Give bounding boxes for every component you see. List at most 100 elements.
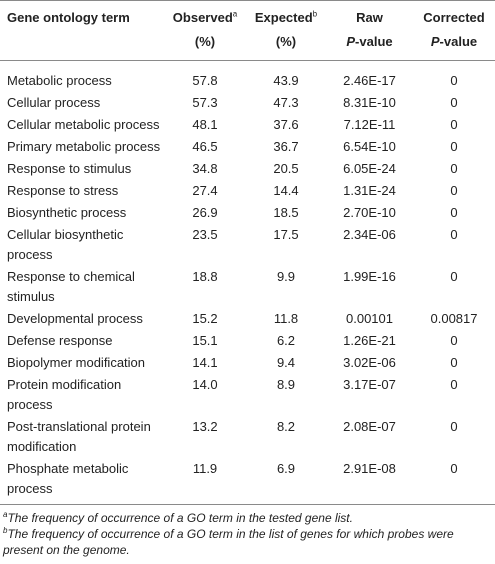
cell-term: Cellular biosynthetic process (7, 227, 124, 262)
cell-raw: 2.34E-06 (343, 227, 396, 242)
cell-term: Phosphate metabolic process (0, 459, 164, 505)
cell-corrected: 0 (450, 205, 458, 220)
table-row: Cellular metabolic process 48.1 37.6 7.12E-… (0, 115, 495, 137)
cell-corrected: 0 (450, 355, 458, 370)
cell-term: Defense response (7, 333, 113, 348)
cell-corrected: 0 (450, 269, 458, 284)
cell-term: Metabolic process (7, 73, 112, 88)
cell-observed: 48.1 (192, 117, 218, 132)
table-header: Gene ontology term Observeda (%) Expected… (0, 0, 495, 61)
cell-observed: 14.0 (192, 377, 218, 392)
go-term-table: Gene ontology term Observeda (%) Expected… (0, 0, 495, 505)
cell-raw: 3.02E-06 (343, 355, 396, 370)
table-row: Biosynthetic process 26.9 18.5 2.70E-10 0 (0, 203, 495, 225)
cell-expected: 37.6 (273, 117, 299, 132)
table-row: Metabolic process 57.8 43.9 2.46E-17 0 (0, 61, 495, 94)
cell-observed: 23.5 (192, 227, 218, 242)
cell-raw: 2.70E-10 (343, 205, 396, 220)
header-observed: Observeda (%) (164, 0, 246, 61)
cell-term: Biosynthetic process (7, 205, 127, 220)
cell-expected: 6.2 (276, 333, 296, 348)
cell-term: Response to stimulus (7, 161, 132, 176)
cell-observed: 18.8 (192, 269, 218, 284)
cell-observed: 34.8 (192, 161, 218, 176)
cell-expected: 8.9 (276, 377, 296, 392)
cell-raw: 6.54E-10 (343, 139, 396, 154)
cell-corrected: 0 (450, 227, 458, 242)
cell-corrected: 0 (450, 95, 458, 110)
cell-expected: 47.3 (273, 95, 299, 110)
cell-term: Post-translational protein modification (7, 419, 151, 454)
cell-raw: 2.91E-08 (326, 459, 413, 505)
cell-corrected: 0 (450, 419, 458, 434)
table-row: Protein modification process 14.0 8.9 3.17E… (0, 375, 495, 417)
cell-raw: 1.99E-16 (343, 269, 396, 284)
cell-raw: 2.46E-17 (343, 73, 396, 88)
cell-expected: 36.7 (273, 139, 299, 154)
table-row: Biopolymer modification 14.1 9.4 3.02E-06 0 (0, 353, 495, 375)
table-row: Cellular process 57.3 47.3 8.31E-10 0 (0, 93, 495, 115)
cell-expected: 14.4 (273, 183, 299, 198)
cell-expected: 8.2 (276, 419, 296, 434)
cell-observed: 15.2 (192, 311, 218, 326)
header-corrected-p-value: Corrected P-value (413, 0, 495, 61)
cell-observed: 27.4 (192, 183, 218, 198)
cell-term: Response to chemical stimulus (7, 269, 135, 304)
cell-corrected: 0 (450, 377, 458, 392)
cell-term: Biopolymer modification (7, 355, 146, 370)
cell-corrected: 0 (450, 161, 458, 176)
header-term: Gene ontology term (0, 0, 164, 61)
header-raw-p-value: Raw P-value (326, 0, 413, 61)
cell-corrected: 0 (450, 139, 458, 154)
cell-expected: 20.5 (273, 161, 299, 176)
table-body: Metabolic process 57.8 43.9 2.46E-17 0 Cellul… (0, 61, 495, 505)
cell-expected: 9.9 (276, 269, 296, 284)
cell-expected: 18.5 (273, 205, 299, 220)
cell-expected: 9.4 (276, 355, 296, 370)
cell-corrected: 0 (450, 117, 458, 132)
cell-raw: 8.31E-10 (343, 95, 396, 110)
header-expected: Expectedb (%) (246, 0, 326, 61)
cell-raw: 2.08E-07 (343, 419, 396, 434)
cell-corrected: 0 (450, 73, 458, 88)
table-row: Response to stimulus 34.8 20.5 6.05E-24 0 (0, 159, 495, 181)
cell-term: Protein modification process (7, 377, 122, 412)
table-row: Defense response 15.1 6.2 1.26E-21 0 (0, 331, 495, 353)
cell-raw: 1.26E-21 (343, 333, 396, 348)
table-row: Post-translational protein modification 1… (0, 417, 495, 459)
cell-expected: 11.8 (273, 311, 299, 326)
footnote-b: bThe frequency of occurrence of a GO ter… (3, 526, 454, 558)
table-row: Cellular biosynthetic process 23.5 17.5 2.3… (0, 225, 495, 267)
cell-observed: 46.5 (192, 139, 218, 154)
table-row: Response to chemical stimulus 18.8 9.9 1.99… (0, 267, 495, 309)
table-row: Response to stress 27.4 14.4 1.31E-24 0 (0, 181, 495, 203)
cell-raw: 1.31E-24 (343, 183, 396, 198)
cell-term: Developmental process (7, 311, 143, 326)
cell-observed: 11.9 (164, 459, 246, 505)
cell-corrected: 0 (413, 459, 495, 505)
cell-corrected: 0 (450, 333, 458, 348)
cell-observed: 57.3 (192, 95, 218, 110)
cell-observed: 26.9 (192, 205, 218, 220)
cell-expected: 43.9 (273, 73, 299, 88)
cell-expected: 6.9 (246, 459, 326, 505)
cell-observed: 14.1 (192, 355, 218, 370)
table-row: Developmental process 15.2 11.8 0.00101 0.00… (0, 309, 495, 331)
cell-term: Cellular process (7, 95, 101, 110)
cell-term: Primary metabolic process (7, 139, 161, 154)
cell-raw: 7.12E-11 (343, 117, 396, 132)
cell-observed: 13.2 (192, 419, 218, 434)
cell-raw: 3.17E-07 (343, 377, 396, 392)
cell-raw: 6.05E-24 (343, 161, 396, 176)
table-row: Phosphate metabolic process 11.9 6.9 2.91E-… (0, 459, 495, 505)
cell-expected: 17.5 (273, 227, 299, 242)
cell-corrected: 0.00817 (430, 311, 478, 326)
cell-corrected: 0 (450, 183, 458, 198)
cell-observed: 57.8 (192, 73, 218, 88)
cell-term: Cellular metabolic process (7, 117, 160, 132)
table-row: Primary metabolic process 46.5 36.7 6.54E-1… (0, 137, 495, 159)
cell-observed: 15.1 (192, 333, 218, 348)
cell-term: Response to stress (7, 183, 119, 198)
cell-raw: 0.00101 (346, 311, 393, 326)
